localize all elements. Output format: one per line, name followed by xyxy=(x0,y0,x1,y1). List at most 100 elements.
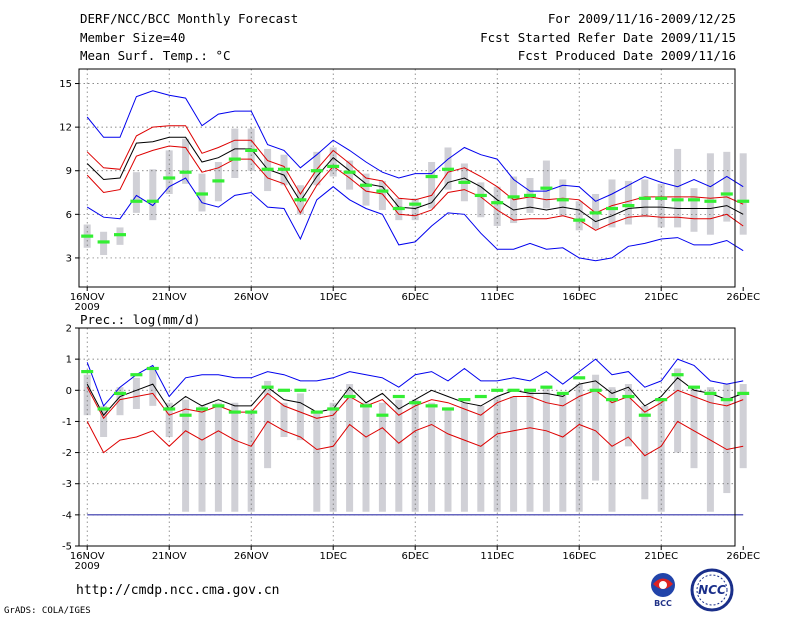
temp-observed-mark xyxy=(97,240,110,244)
temp-observed-mark xyxy=(671,198,684,202)
precip-observed-mark xyxy=(409,401,422,405)
temp-observed-mark xyxy=(524,193,536,198)
temp-series-max xyxy=(86,90,744,202)
precip-observed-mark xyxy=(606,398,618,402)
precip-spread-box xyxy=(378,402,386,512)
forecast-period: For 2009/11/16-2009/12/25 xyxy=(547,11,736,26)
temp-spread-box xyxy=(329,147,337,177)
temp-spread-box xyxy=(362,173,370,206)
precip-observed-mark xyxy=(196,407,208,411)
temp-spread-box xyxy=(690,188,698,232)
precip-spread-box xyxy=(592,374,600,481)
precip-observed-mark xyxy=(245,410,258,414)
forecast-started-date: Fcst Started Refer Date 2009/11/15 xyxy=(480,30,736,45)
temp-spread-box xyxy=(575,201,583,231)
temp-spread-box xyxy=(132,172,140,213)
precip-observed-mark xyxy=(130,373,143,377)
temp-observed-mark xyxy=(278,167,290,171)
chart-title: DERF/NCC/BCC Monthly Forecast xyxy=(80,11,299,26)
precip-observed-mark xyxy=(310,410,323,414)
footer-url[interactable]: http://cmdp.ncc.cma.gov.cn xyxy=(76,583,280,598)
temp-xtick-label: 11DEC xyxy=(480,292,514,303)
temp-xtick-label: 21NOV xyxy=(152,292,187,303)
precip-observed-mark xyxy=(114,391,126,395)
temp-observed-mark xyxy=(392,206,405,211)
precip-observed-mark xyxy=(425,404,438,408)
precip-ytick-label: 2 xyxy=(66,324,72,335)
temp-observed-mark xyxy=(163,176,176,180)
temp-observed-mark xyxy=(737,199,750,203)
temp-observed-mark xyxy=(704,199,717,203)
temp-observed-mark xyxy=(655,196,668,200)
precip-observed-mark xyxy=(146,366,159,371)
temp-spread-box xyxy=(706,153,714,235)
member-size: Member Size=40 xyxy=(80,30,186,45)
precip-ytick-label: -2 xyxy=(62,448,72,459)
precip-ytick-label: -3 xyxy=(62,479,72,490)
precip-series-mean xyxy=(86,377,744,417)
ncc-logo-text: NCC xyxy=(698,583,726,597)
precip-spread-box xyxy=(231,402,239,512)
temp-observed-mark xyxy=(146,199,159,203)
precip-spread-box xyxy=(411,399,419,512)
temp-observed-mark xyxy=(425,174,438,179)
temp-observed-mark xyxy=(327,164,340,168)
precip-observed-mark xyxy=(294,388,307,392)
temp-spread-box xyxy=(231,128,239,178)
precip-observed-mark xyxy=(81,370,94,374)
precip-spread-box xyxy=(395,399,403,512)
precip-observed-mark xyxy=(573,376,586,380)
precip-observed-mark xyxy=(278,388,290,392)
precip-observed-mark xyxy=(737,391,750,395)
temp-xtick-label: 26DEC xyxy=(726,292,760,303)
temp-observed-mark xyxy=(343,170,356,174)
bcc-logo-text: BCC xyxy=(654,599,672,608)
temp-spread-box xyxy=(182,138,190,184)
precip-xtick-label: 16NOV xyxy=(70,551,105,562)
temp-observed-mark xyxy=(376,189,389,193)
precip-spread-box xyxy=(444,408,452,512)
precip-spread-box xyxy=(690,387,698,469)
temp-observed-mark xyxy=(228,157,241,161)
precip-xtick-label: 6DEC xyxy=(402,551,429,562)
temp-ytick-label: 12 xyxy=(59,123,72,134)
precip-observed-mark xyxy=(228,410,241,414)
precip-frame xyxy=(78,327,736,547)
precip-spread-box xyxy=(624,384,632,447)
precip-spread-box xyxy=(477,405,485,512)
temp-observed-mark xyxy=(540,186,553,190)
temp-observed-mark xyxy=(130,199,143,203)
temp-spread-box xyxy=(657,183,665,228)
temp-spread-box xyxy=(378,180,386,210)
precip-observed-mark xyxy=(474,394,487,399)
precip-spread-box xyxy=(198,405,206,512)
temp-xtick-label: 6DEC xyxy=(402,292,429,303)
temp-observed-mark xyxy=(294,198,307,202)
bcc-logo: BCC xyxy=(640,570,686,610)
temp-xtick-sublabel: 2009 xyxy=(74,302,99,313)
precip-observed-mark xyxy=(360,404,372,408)
precip-observed-mark xyxy=(442,407,454,411)
precip-observed-mark xyxy=(458,398,471,402)
precip-spread-box xyxy=(83,374,91,416)
temp-spread-box xyxy=(165,150,173,194)
precip-ytick-label: 1 xyxy=(66,355,72,366)
precip-spread-box xyxy=(362,402,370,512)
precip-observed-mark xyxy=(524,388,536,392)
precip-observed-mark xyxy=(671,373,684,377)
temp-ytick-label: 9 xyxy=(66,166,72,177)
precip-spread-box xyxy=(526,390,534,512)
temp-spread-box xyxy=(608,179,616,228)
precip-xtick-label: 21DEC xyxy=(644,551,678,562)
precip-observed-mark xyxy=(327,407,340,411)
precip-xtick-label: 26DEC xyxy=(726,551,760,562)
precip-observed-mark xyxy=(491,388,504,392)
temp-observed-mark xyxy=(622,204,635,208)
temp-observed-mark xyxy=(442,167,454,171)
forecast-produced-date: Fcst Produced Date 2009/11/16 xyxy=(517,48,736,63)
precip-axis-label: Prec.: log(mm/d) xyxy=(80,312,201,327)
precip-xtick-label: 1DEC xyxy=(320,551,347,562)
precip-spread-box xyxy=(132,377,140,409)
precip-xtick-label: 26NOV xyxy=(234,551,269,562)
temp-observed-mark xyxy=(556,198,569,202)
